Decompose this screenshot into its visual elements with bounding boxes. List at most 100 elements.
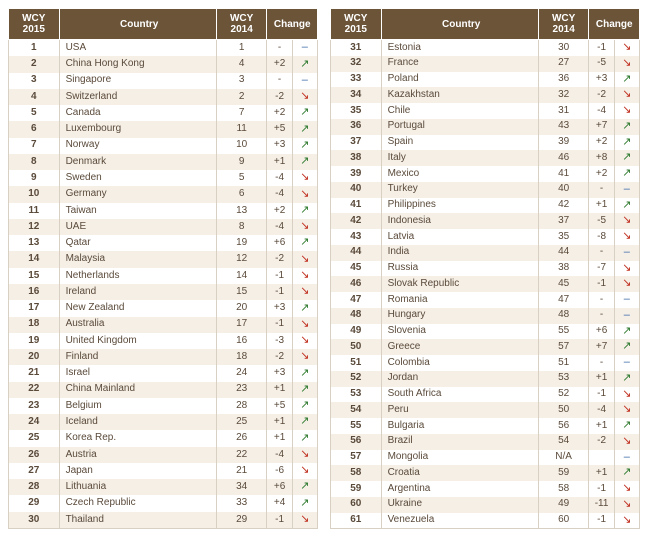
rank-2015: 57	[331, 450, 382, 466]
table-row: 46Slovak Republic45-1↘	[331, 276, 640, 292]
rank-2014: 54	[538, 434, 589, 450]
rank-2015: 23	[9, 398, 60, 414]
rank-2014: 29	[216, 512, 267, 529]
rank-2015: 37	[331, 135, 382, 151]
country-name: Korea Rep.	[59, 430, 216, 446]
change-value: +2	[589, 166, 614, 182]
rank-2014: 41	[538, 166, 589, 182]
change-value: -	[589, 355, 614, 371]
trend-arrow-icon: ↘	[614, 434, 639, 450]
country-name: Mongolia	[381, 450, 538, 466]
table-row: 8Denmark9+1↗	[9, 154, 318, 170]
table-row: 40Turkey40-–	[331, 182, 640, 198]
rank-2015: 42	[331, 213, 382, 229]
trend-arrow-icon: –	[292, 40, 317, 57]
table-row: 55Bulgaria56+1↗	[331, 418, 640, 434]
table-row: 60Ukraine49-11↘	[331, 497, 640, 513]
table-row: 52Jordan53+1↗	[331, 371, 640, 387]
country-name: Greece	[381, 339, 538, 355]
table-row: 16Ireland15-1↘	[9, 284, 318, 300]
change-value: +1	[589, 371, 614, 387]
rank-2014: 30	[538, 40, 589, 56]
rank-2014: 60	[538, 513, 589, 529]
rank-2014: 50	[538, 402, 589, 418]
trend-arrow-icon: ↗	[292, 430, 317, 446]
rank-2014: 16	[216, 333, 267, 349]
trend-arrow-icon: ↗	[292, 154, 317, 170]
rank-2014: 53	[538, 371, 589, 387]
rank-2015: 41	[331, 198, 382, 214]
rank-2015: 6	[9, 121, 60, 137]
change-value: -3	[267, 333, 292, 349]
table-row: 58Croatia59+1↗	[331, 465, 640, 481]
country-name: China Hong Kong	[59, 56, 216, 72]
trend-arrow-icon: –	[614, 245, 639, 261]
table-row: 1USA1-–	[9, 40, 318, 57]
trend-arrow-icon: ↘	[292, 333, 317, 349]
rank-2015: 25	[9, 430, 60, 446]
country-name: UAE	[59, 219, 216, 235]
rank-2015: 44	[331, 245, 382, 261]
table-row: 49Slovenia55+6↗	[331, 324, 640, 340]
trend-arrow-icon: ↘	[292, 170, 317, 186]
ranking-table-right: WCY 2015 Country WCY 2014 Change 31Eston…	[330, 8, 640, 529]
rank-2014: 11	[216, 121, 267, 137]
trend-arrow-icon: ↗	[614, 339, 639, 355]
rank-2015: 43	[331, 229, 382, 245]
rank-2015: 30	[9, 512, 60, 529]
rank-2015: 39	[331, 166, 382, 182]
trend-arrow-icon: ↗	[614, 166, 639, 182]
change-value: -4	[589, 402, 614, 418]
trend-arrow-icon: ↘	[614, 481, 639, 497]
change-value: +7	[589, 119, 614, 135]
table-row: 21Israel24+3↗	[9, 365, 318, 381]
table-row: 35Chile31-4↘	[331, 103, 640, 119]
country-name: Belgium	[59, 398, 216, 414]
change-value	[589, 450, 614, 466]
rank-2015: 56	[331, 434, 382, 450]
change-value: +1	[267, 382, 292, 398]
col-country: Country	[59, 9, 216, 40]
table-row: 51Colombia51-–	[331, 355, 640, 371]
country-name: Bulgaria	[381, 418, 538, 434]
rank-2014: 36	[538, 72, 589, 88]
rank-2015: 31	[331, 40, 382, 56]
change-value: +2	[267, 203, 292, 219]
rank-2014: 3	[216, 73, 267, 89]
country-name: Singapore	[59, 73, 216, 89]
trend-arrow-icon: ↗	[292, 203, 317, 219]
rank-2014: 28	[216, 398, 267, 414]
trend-arrow-icon: ↗	[292, 414, 317, 430]
rank-2014: 20	[216, 300, 267, 316]
trend-arrow-icon: ↗	[292, 300, 317, 316]
rank-2014: 56	[538, 418, 589, 434]
change-value: +5	[267, 398, 292, 414]
country-name: Slovenia	[381, 324, 538, 340]
country-name: Canada	[59, 105, 216, 121]
country-name: USA	[59, 40, 216, 57]
table-row: 22China Mainland23+1↗	[9, 382, 318, 398]
table-row: 26Austria22-4↘	[9, 447, 318, 463]
trend-arrow-icon: ↘	[292, 219, 317, 235]
change-value: +1	[267, 414, 292, 430]
col-wcy2014: WCY 2014	[538, 9, 589, 40]
change-value: -4	[267, 186, 292, 202]
rank-2015: 46	[331, 276, 382, 292]
rank-2015: 61	[331, 513, 382, 529]
change-value: -	[267, 40, 292, 57]
table-row: 37Spain39+2↗	[331, 135, 640, 151]
change-value: -2	[589, 87, 614, 103]
rank-2015: 8	[9, 154, 60, 170]
country-name: Colombia	[381, 355, 538, 371]
change-value: +6	[589, 324, 614, 340]
country-name: Poland	[381, 72, 538, 88]
change-value: -5	[589, 213, 614, 229]
rank-2014: 58	[538, 481, 589, 497]
trend-arrow-icon: ↗	[292, 138, 317, 154]
trend-arrow-icon: ↗	[614, 150, 639, 166]
table-row: 11Taiwan13+2↗	[9, 203, 318, 219]
country-name: United Kingdom	[59, 333, 216, 349]
trend-arrow-icon: ↗	[292, 235, 317, 251]
change-value: -	[589, 182, 614, 198]
change-value: -2	[267, 89, 292, 105]
